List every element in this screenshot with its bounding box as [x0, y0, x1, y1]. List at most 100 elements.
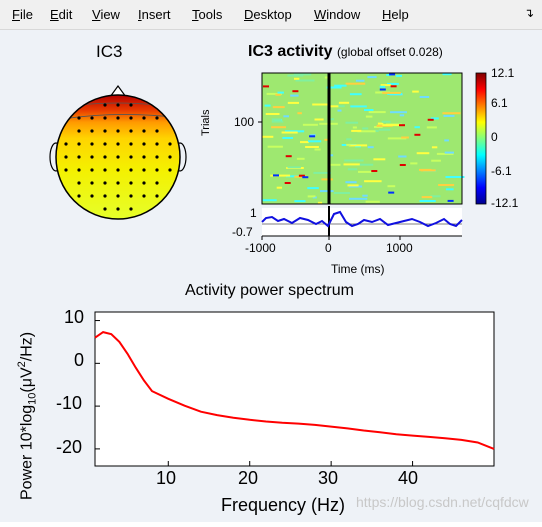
erp-texture-streak — [368, 111, 386, 114]
electrode-dot — [90, 142, 94, 146]
erp-texture-peak — [414, 133, 421, 136]
erp-texture-streak — [444, 151, 454, 154]
menu-file[interactable]: File — [12, 7, 33, 22]
electrode-dot — [77, 194, 81, 198]
menu-tools-mnemonic: T — [192, 7, 199, 22]
menu-help[interactable]: Help — [382, 7, 409, 22]
erp-texture-peak — [309, 135, 316, 138]
electrode-dot — [142, 155, 146, 159]
electrode-dot — [64, 168, 68, 172]
erp-texture-streak — [416, 152, 430, 155]
electrode-dot — [142, 129, 146, 133]
erp-texture-peak — [427, 118, 434, 121]
electrode-dot — [116, 155, 120, 159]
erp-texture-peak — [388, 191, 395, 194]
erp-texture-streak — [419, 200, 436, 202]
spectrum-ylabel-suffix: /Hz) — [18, 331, 36, 362]
erp-texture-streak — [338, 101, 350, 104]
menu-insert[interactable]: Insert — [138, 7, 171, 22]
erp-texture-peak — [284, 182, 291, 184]
electrode-dot — [116, 181, 120, 185]
menu-help-mnemonic: H — [382, 7, 392, 22]
erp-texture-streak — [337, 109, 342, 112]
erp-texture-streak — [265, 113, 280, 115]
erp-texture-streak — [438, 184, 455, 186]
erp-texture-streak — [308, 140, 322, 143]
erp-texture-streak — [365, 200, 380, 203]
erp-texture-streak — [356, 163, 374, 166]
erp-ylabel: Trials — [200, 109, 212, 136]
erp-texture-streak — [442, 112, 461, 115]
erp-texture-streak — [334, 84, 347, 87]
erp-texture-streak — [412, 90, 419, 93]
erp-texture-streak — [349, 197, 368, 200]
electrode-dot — [129, 129, 133, 133]
nose — [109, 84, 127, 98]
erp-texture-streak — [321, 178, 333, 181]
erp-texture-streak — [346, 138, 352, 141]
erp-texture-streak — [444, 139, 449, 142]
spectrum-ytick-3: -10 — [56, 393, 83, 413]
erp-texture-streak — [347, 184, 359, 187]
erp-texture-streak — [442, 73, 452, 76]
electrode-dot — [103, 168, 107, 172]
electrode-dot — [155, 194, 159, 198]
erp-texture-peak — [379, 88, 386, 91]
erp-texture-peak — [399, 124, 405, 127]
electrode-dot — [90, 129, 94, 133]
menu-window[interactable]: Window — [314, 7, 360, 22]
menu-desktop[interactable]: Desktop — [244, 7, 292, 22]
erp-texture-streak — [352, 126, 357, 129]
erp-texture-streak — [281, 131, 298, 134]
colorbar-tick-3: 0 — [491, 130, 498, 144]
electrode-dot — [90, 194, 94, 198]
colorbar-tick-2: 6.1 — [491, 96, 508, 110]
erp-texture-streak — [443, 114, 455, 117]
menu-tools[interactable]: Tools — [192, 7, 222, 22]
erp-texture-streak — [283, 115, 289, 118]
spectrum-ytick-4: -20 — [56, 437, 83, 457]
topo-title: IC3 — [96, 42, 123, 61]
erp-trace-line — [261, 210, 463, 228]
electrode-dot — [155, 168, 159, 172]
erp-trace-axes — [261, 206, 463, 240]
erp-texture-streak — [430, 117, 439, 120]
erp-texture-streak — [431, 159, 441, 162]
electrode-dot — [77, 155, 81, 159]
erp-texture-peak — [371, 170, 378, 172]
erp-texture-peak — [285, 155, 292, 158]
erp-texture-streak — [290, 94, 299, 97]
electrode-dot — [168, 155, 172, 159]
menu-view[interactable]: View — [92, 7, 120, 22]
menu-desktop-rest: esktop — [253, 7, 292, 22]
erp-texture-peak — [298, 174, 305, 177]
electrode-dot — [168, 142, 172, 146]
erp-texture-peak — [302, 176, 309, 179]
erp-texture-streak — [350, 105, 367, 108]
menu-view-mnemonic: V — [92, 7, 101, 22]
erp-texture-streak — [378, 128, 391, 131]
erp-texture-streak — [287, 101, 299, 104]
spectrum-xtick-1: 10 — [156, 468, 177, 488]
erp-texture-streak — [430, 195, 441, 198]
erp-texture-streak — [362, 194, 368, 197]
electrode-dot — [116, 103, 120, 107]
erp-texture-peak — [447, 199, 454, 202]
electrode-dot — [90, 116, 94, 120]
erp-texture-streak — [300, 141, 309, 144]
spectrum-xtick-4: 40 — [398, 468, 419, 488]
erp-texture-streak — [287, 166, 301, 169]
electrode-dot — [116, 207, 120, 211]
menu-edit[interactable]: Edit — [50, 7, 72, 22]
menu-window-mnemonic: W — [314, 7, 327, 22]
erp-texture-streak — [445, 176, 465, 178]
electrode-dot — [155, 129, 159, 133]
erp-texture-streak — [348, 144, 368, 147]
erp-texture-streak — [364, 109, 374, 111]
dock-arrow-icon[interactable]: ↴ — [523, 6, 534, 20]
erp-texture-streak — [426, 126, 437, 129]
erp-texture-streak — [386, 82, 399, 85]
erp-texture-streak — [314, 148, 321, 151]
colorbar — [475, 72, 487, 205]
erp-title: IC3 activity (global offset 0.028) — [248, 43, 443, 61]
